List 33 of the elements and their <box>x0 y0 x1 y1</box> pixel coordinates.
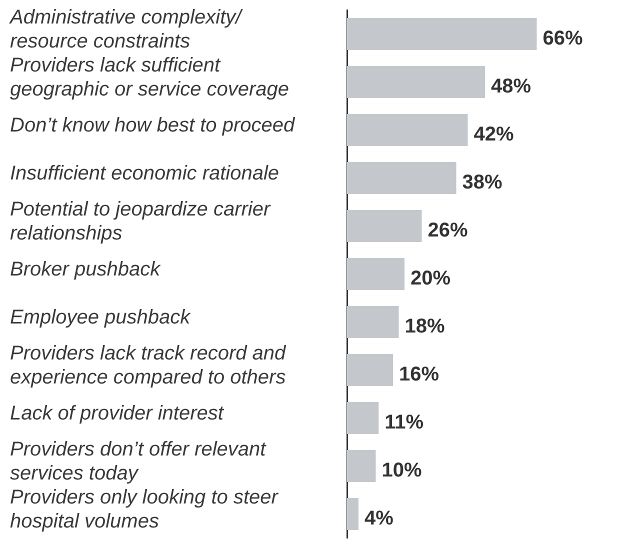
data-label: 16% <box>399 364 440 386</box>
y-tick-label: Administrative complexity/ resource constraints <box>9 6 244 53</box>
y-tick-label: Potential to jeopardize carrier relationships <box>10 198 272 245</box>
y-tick-label: Lack of provider interest <box>10 402 225 425</box>
data-label: 38% <box>462 172 502 194</box>
y-tick-label: Providers lack sufficient geographic or service coverage <box>10 54 290 101</box>
data-label: 4% <box>364 508 394 530</box>
data-label: 10% <box>382 460 422 482</box>
data-label: 48% <box>491 76 532 98</box>
y-tick-label: Providers lack track record and experience compared to others <box>10 342 287 389</box>
data-label: 11% <box>384 412 424 434</box>
data-label: 20% <box>410 268 451 290</box>
bar <box>347 162 456 194</box>
bar <box>347 354 393 386</box>
bar <box>347 402 379 434</box>
bar <box>347 498 358 530</box>
y-tick-label: Don’t know how best to proceed <box>10 114 296 137</box>
bar <box>347 66 485 98</box>
bar <box>347 258 404 290</box>
data-label: 26% <box>428 220 468 242</box>
y-tick-label: Providers don’t offer relevant services today <box>10 438 268 485</box>
data-label: 42% <box>474 124 514 146</box>
y-tick-label: Insufficient economic rationale <box>10 162 280 185</box>
bar <box>347 18 537 50</box>
bar <box>347 306 399 338</box>
y-tick-label: Providers only looking to steer hospital volumes <box>10 486 280 533</box>
bar <box>347 210 422 242</box>
bar <box>347 114 468 146</box>
data-label: 18% <box>404 316 445 338</box>
y-tick-label: Employee pushback <box>10 306 192 329</box>
bar <box>347 450 376 482</box>
y-tick-label: Broker pushback <box>10 258 162 281</box>
data-label: 66% <box>542 28 583 50</box>
